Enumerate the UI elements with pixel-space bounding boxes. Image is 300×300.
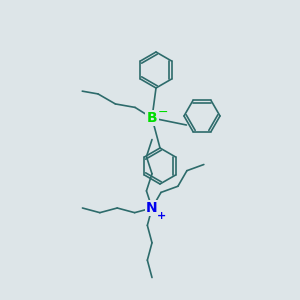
Text: −: −	[158, 106, 168, 118]
Text: B: B	[147, 111, 157, 125]
Text: +: +	[156, 211, 166, 221]
Text: N: N	[146, 201, 158, 215]
